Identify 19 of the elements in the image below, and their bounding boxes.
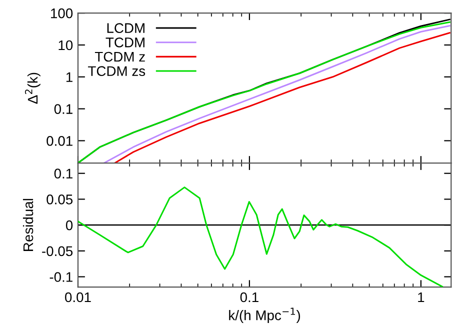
- y-tick-label: 0: [66, 220, 73, 230]
- x-axis-title: k/(h Mpc$^{−1}$): [229, 308, 300, 323]
- y-axis-title: Δ$^{2}$(k): [24, 72, 40, 104]
- x-tick-label: 1: [418, 292, 424, 302]
- y-tick-label: 0.01: [46, 136, 72, 146]
- legend-label: TCDM z: [94, 52, 145, 62]
- x-tick-label: 0.1: [240, 292, 258, 302]
- legend-label: TCDM zs: [88, 66, 146, 76]
- y-tick-label: -0.1: [50, 272, 72, 282]
- y-tick-label: -0.05: [42, 246, 73, 256]
- y-tick-label: 10: [58, 40, 73, 50]
- legend-label: TCDM: [106, 38, 144, 48]
- y-tick-label: 0.05: [46, 194, 73, 204]
- y-tick-label: 100: [51, 8, 73, 18]
- y-tick-label: 1: [66, 72, 72, 82]
- y-tick-label: 0.1: [54, 168, 72, 179]
- y-tick-label: 0.1: [54, 104, 72, 114]
- legend-label: LCDM: [107, 23, 144, 34]
- y-axis-title: Residual: [22, 198, 34, 251]
